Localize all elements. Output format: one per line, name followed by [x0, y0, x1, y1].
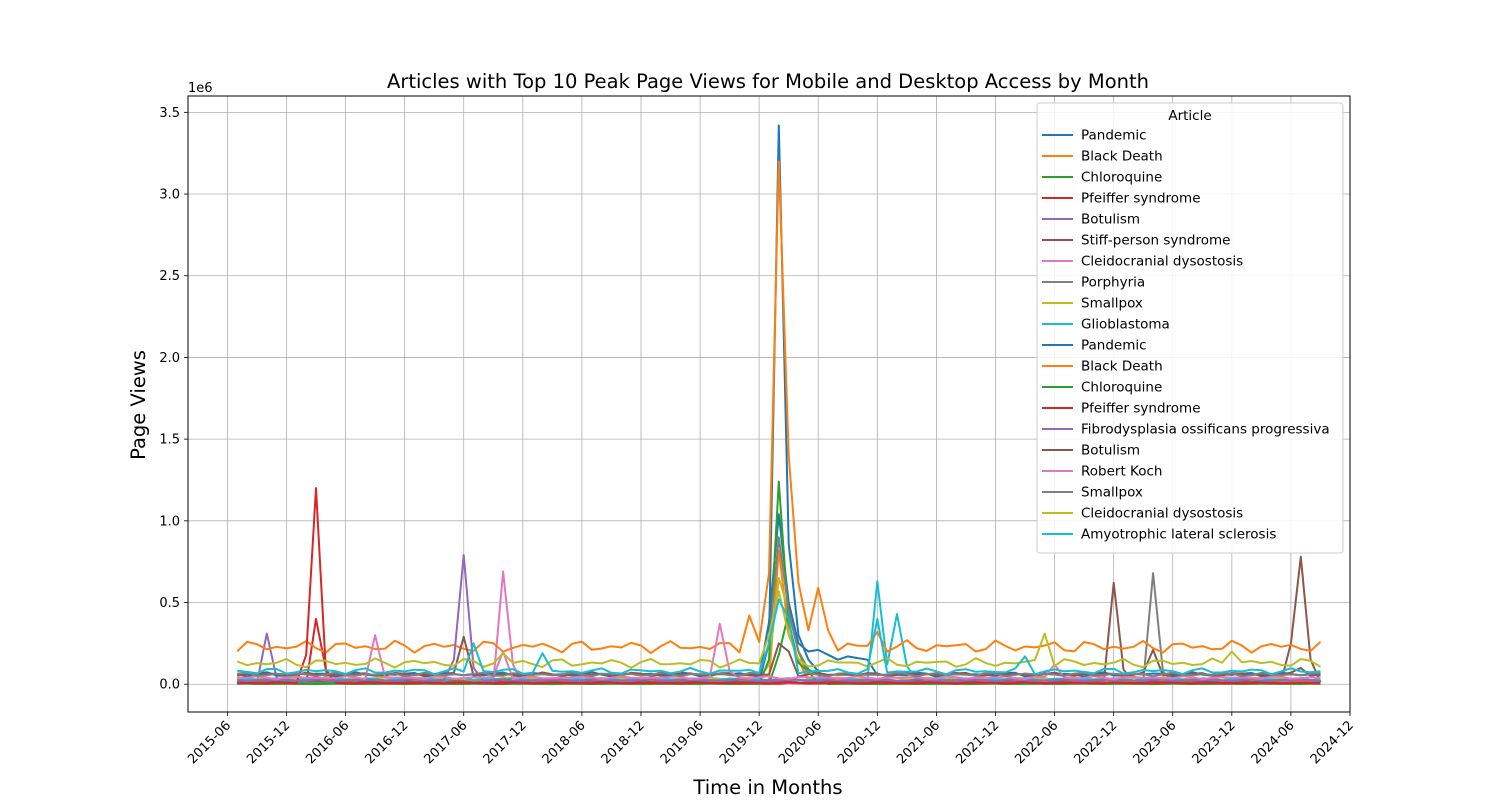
series-line — [237, 598, 1321, 676]
legend-entry: Botulism — [1081, 212, 1140, 228]
y-axis-offset-label: 1e6 — [188, 81, 213, 96]
legend-entry: Pandemic — [1081, 128, 1147, 144]
y-tick-label: 0.5 — [159, 596, 180, 611]
y-axis-label: Page Views — [127, 350, 150, 460]
x-axis-label: Time in Months — [692, 776, 842, 799]
legend-box — [1036, 102, 1344, 554]
series-line — [236, 590, 1322, 669]
legend-entry: Pfeiffer syndrome — [1081, 191, 1201, 207]
legend-title: Article — [1168, 108, 1211, 124]
series-line — [237, 622, 1321, 681]
legend-entry: Chloroquine — [1081, 170, 1162, 186]
series-lines — [236, 124, 1322, 686]
legend-entry: Amyotrophic lateral sclerosis — [1081, 527, 1276, 543]
legend-entry: Smallpox — [1081, 296, 1143, 312]
legend-entry: Chloroquine — [1081, 380, 1162, 396]
y-tick-label: 3.0 — [159, 188, 180, 203]
plot-frame — [187, 95, 1351, 713]
legend-entry: Cleidocranial dysostosis — [1081, 506, 1243, 522]
legend: Article Pandemic Black Death Chloroquine Pfe… — [1036, 102, 1344, 554]
legend-entry: Robert Koch — [1081, 464, 1162, 480]
legend-entry: Black Death — [1081, 149, 1163, 165]
legend-entry: Black Death — [1081, 359, 1163, 375]
y-tick-label: 2.0 — [159, 351, 180, 366]
y-tick-label: 1.0 — [159, 514, 180, 529]
series-line — [236, 160, 1322, 655]
y-tick-label: 0.0 — [159, 678, 180, 693]
legend-entry: Porphyria — [1081, 275, 1145, 291]
legend-entry: Botulism — [1081, 443, 1140, 459]
series-line — [237, 554, 1321, 683]
series-line — [237, 487, 1321, 685]
legend-entry: Fibrodysplasia ossificans progressiva — [1081, 422, 1330, 438]
chart-title: Articles with Top 10 Peak Page Views for… — [387, 70, 1149, 93]
legend-entry: Cleidocranial dysostosis — [1081, 254, 1243, 270]
legend-entry: Smallpox — [1081, 485, 1143, 501]
series-line — [237, 536, 1321, 678]
legend-entry: Stiff-person syndrome — [1081, 233, 1230, 249]
y-tick-label: 2.5 — [159, 269, 180, 284]
legend-entry: Pandemic — [1081, 338, 1147, 354]
y-tick-label: 3.5 — [159, 106, 180, 121]
legend-entry: Pfeiffer syndrome — [1081, 401, 1201, 417]
legend-entry: Glioblastoma — [1081, 317, 1170, 333]
y-tick-label: 1.5 — [159, 433, 180, 448]
